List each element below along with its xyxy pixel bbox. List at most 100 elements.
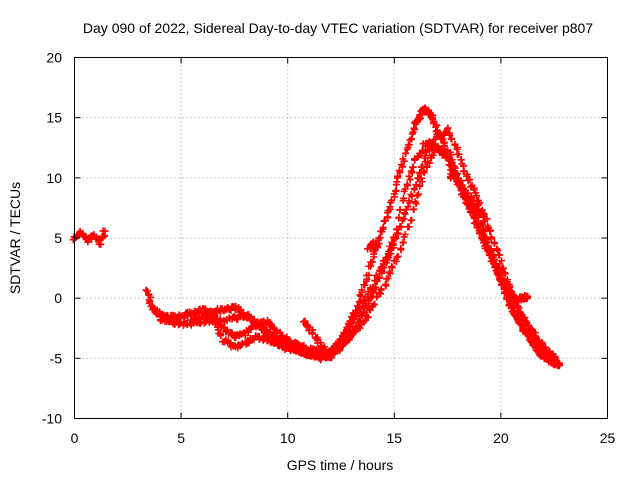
data-point <box>493 245 501 253</box>
data-point <box>474 221 482 229</box>
x-tick-label: 20 <box>493 430 509 446</box>
data-point <box>521 317 529 325</box>
data-point <box>288 341 296 349</box>
data-point <box>479 236 487 244</box>
data-point <box>396 206 404 214</box>
axis-ticks: 0 5 10 15 20 25 -10 -5 0 5 10 15 20 <box>42 50 616 447</box>
data-point <box>445 131 453 139</box>
data-point <box>418 178 426 186</box>
data-point <box>406 176 414 184</box>
data-point <box>413 192 421 200</box>
data-point <box>405 172 413 180</box>
data-point <box>381 260 389 268</box>
y-tick-label: 20 <box>46 50 62 66</box>
data-point <box>405 197 413 205</box>
data-point <box>448 135 456 143</box>
data-point <box>414 153 422 161</box>
y-tick-label: 10 <box>46 170 62 186</box>
data-point <box>416 170 424 178</box>
data-point <box>300 341 308 349</box>
data-point <box>388 196 396 204</box>
data-point <box>516 309 524 317</box>
data-point <box>380 217 388 225</box>
data-point <box>495 251 503 259</box>
data-point <box>408 216 416 224</box>
grid-lines <box>74 57 608 419</box>
data-point <box>374 244 382 252</box>
data-point <box>392 234 400 242</box>
data-point <box>460 191 468 199</box>
data-point <box>216 315 224 323</box>
data-point <box>408 135 416 143</box>
x-tick-label: 0 <box>71 430 79 446</box>
data-point <box>444 124 452 132</box>
x-tick-label: 5 <box>177 430 185 446</box>
data-point <box>366 306 374 314</box>
data-point <box>538 338 546 346</box>
data-point <box>495 264 503 272</box>
data-point <box>491 260 499 268</box>
data-point <box>386 270 394 278</box>
data-point <box>399 155 407 163</box>
data-point <box>429 151 437 159</box>
x-tick-label: 15 <box>387 430 403 446</box>
data-point <box>425 159 433 167</box>
data-point <box>404 203 412 211</box>
data-point <box>455 150 463 158</box>
data-point <box>376 274 384 282</box>
data-point <box>503 280 511 288</box>
y-tick-label: -5 <box>50 350 63 366</box>
data-point <box>352 327 360 335</box>
data-point <box>498 281 506 289</box>
data-point <box>396 168 404 176</box>
data-point <box>488 250 496 258</box>
data-point <box>366 294 374 302</box>
data-point <box>486 226 494 234</box>
data-point <box>392 187 400 195</box>
data-point <box>431 135 439 143</box>
data-point <box>490 240 498 248</box>
data-point <box>393 253 401 261</box>
data-point <box>505 283 513 291</box>
data-point <box>387 250 395 258</box>
data-point <box>358 286 366 294</box>
x-tick-label: 25 <box>600 430 616 446</box>
data-point <box>347 333 355 341</box>
data-point <box>420 169 428 177</box>
data-point <box>516 320 524 328</box>
data-point <box>345 323 353 331</box>
data-point <box>412 117 420 125</box>
data-point <box>272 326 280 334</box>
data-point <box>402 149 410 157</box>
data-point <box>365 271 373 279</box>
data-point <box>463 170 471 178</box>
data-point <box>249 336 257 344</box>
data-point <box>399 163 407 171</box>
data-point <box>479 209 487 217</box>
data-point <box>397 223 405 231</box>
data-point <box>373 293 381 301</box>
data-point <box>448 158 456 166</box>
data-point <box>353 309 361 317</box>
data-point <box>99 227 107 235</box>
data-point <box>383 275 391 283</box>
data-point <box>360 281 368 289</box>
data-point <box>421 152 429 160</box>
data-point <box>497 268 505 276</box>
data-point <box>223 326 231 334</box>
data-point <box>515 304 523 312</box>
data-point <box>512 312 520 320</box>
data-point <box>412 181 420 189</box>
data-point <box>409 205 417 213</box>
y-tick-label: 0 <box>54 290 62 306</box>
data-point <box>470 184 478 192</box>
data-point <box>326 354 334 362</box>
data-point <box>481 217 489 225</box>
data-point <box>446 148 454 156</box>
data-point <box>371 300 379 308</box>
data-point <box>372 283 380 291</box>
y-tick-label: 5 <box>54 230 62 246</box>
data-point <box>379 223 387 231</box>
data-point <box>416 182 424 190</box>
